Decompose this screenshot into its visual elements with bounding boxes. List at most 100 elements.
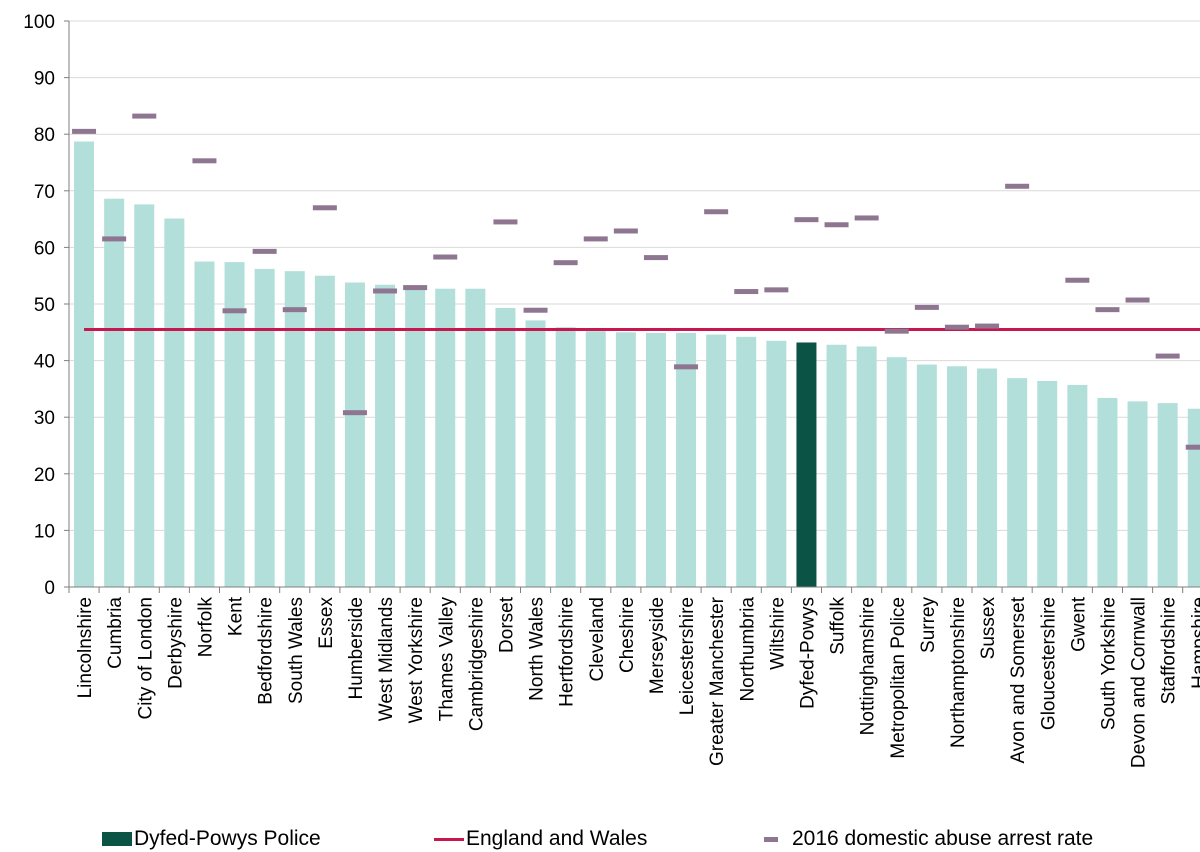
bar-nottinghamshire bbox=[856, 346, 877, 587]
x-tick-label-norfolk: Norfolk bbox=[195, 597, 216, 658]
bar-cumbria bbox=[104, 198, 125, 587]
marker-kent bbox=[222, 308, 247, 314]
marker-metropolitan-police bbox=[884, 328, 909, 334]
x-tick-label-metropolitan-police: Metropolitan Police bbox=[888, 597, 909, 759]
marker-norfolk bbox=[192, 158, 217, 164]
marker-south-wales bbox=[282, 307, 307, 313]
marker-nottinghamshire bbox=[854, 215, 879, 221]
bar-cambridgeshire bbox=[465, 288, 486, 587]
bar-leicestershire bbox=[676, 332, 697, 587]
x-tick-label-cambridgeshire: Cambridgeshire bbox=[466, 597, 487, 731]
bar-city-of-london bbox=[134, 204, 155, 587]
marker-cheshire bbox=[613, 228, 638, 234]
y-tick-label-90: 90 bbox=[34, 69, 55, 90]
bar-surrey bbox=[916, 364, 937, 587]
y-tick-labels: 0 10 20 30 40 50 60 70 80 90 100 bbox=[23, 12, 55, 599]
marker-west-yorkshire bbox=[403, 285, 428, 291]
bar-devon-and-cornwall bbox=[1127, 401, 1148, 587]
bar-avon-and-somerset bbox=[1007, 378, 1028, 587]
x-tick-label-nottinghamshire: Nottinghamshire bbox=[858, 597, 879, 735]
x-tick-label-humberside: Humberside bbox=[346, 597, 367, 699]
x-tick-label-dyfed-powys: Dyfed-Powys bbox=[797, 597, 818, 709]
marker-leicestershire bbox=[674, 364, 699, 370]
y-tick-label-70: 70 bbox=[34, 182, 55, 203]
marker-sussex bbox=[975, 323, 1000, 329]
bar-humberside bbox=[344, 282, 365, 587]
bar-essex bbox=[314, 275, 335, 587]
marker-merseyside bbox=[643, 255, 668, 261]
y-tick-label-20: 20 bbox=[34, 465, 55, 486]
x-tick-label-sussex: Sussex bbox=[978, 597, 999, 660]
y-tick-label-10: 10 bbox=[34, 521, 55, 542]
bar-thames-valley bbox=[435, 288, 456, 587]
marker-west-midlands bbox=[373, 288, 398, 294]
bar-hertfordshire bbox=[555, 327, 576, 587]
x-tick-label-surrey: Surrey bbox=[918, 597, 939, 653]
marker-devon-and-cornwall bbox=[1125, 297, 1150, 303]
bar-wiltshire bbox=[766, 340, 787, 587]
marker-avon-and-somerset bbox=[1005, 183, 1030, 189]
y-tick-label-60: 60 bbox=[34, 238, 55, 259]
markers bbox=[72, 113, 1200, 450]
y-tick-label-50: 50 bbox=[34, 295, 55, 316]
x-tick-label-north-wales: North Wales bbox=[527, 597, 548, 701]
y-tick-label-100: 100 bbox=[23, 12, 55, 33]
bar-south-wales bbox=[284, 271, 305, 587]
bar-west-yorkshire bbox=[405, 287, 426, 587]
marker-suffolk bbox=[824, 222, 849, 228]
y-tick-label-0: 0 bbox=[44, 578, 55, 599]
x-tick-label-hertfordshire: Hertfordshire bbox=[557, 597, 578, 707]
bar-south-yorkshire bbox=[1097, 397, 1118, 587]
bar-west-midlands bbox=[375, 284, 396, 587]
marker-staffordshire bbox=[1155, 353, 1180, 359]
bar-hampshire bbox=[1187, 408, 1200, 587]
bar-sussex bbox=[977, 368, 998, 587]
bar-staffordshire bbox=[1157, 403, 1178, 587]
bar-bedfordshire bbox=[254, 268, 275, 587]
x-tick-labels: Lincolnshire Cumbria City of London Derbysh… bbox=[75, 596, 1200, 768]
x-tick-label-cheshire: Cheshire bbox=[617, 597, 638, 673]
bar-kent bbox=[224, 262, 245, 587]
legend: Dyfed-Powys Police England and Wales 201… bbox=[0, 826, 1200, 852]
marker-hertfordshire bbox=[553, 260, 578, 266]
bar-gloucestershire bbox=[1037, 380, 1058, 587]
x-tick-label-hampshire: Hampshire bbox=[1189, 597, 1200, 689]
legend-label-highlight: Dyfed-Powys Police bbox=[134, 827, 321, 850]
y-tick-label-80: 80 bbox=[34, 125, 55, 146]
marker-city-of-london bbox=[132, 113, 157, 119]
marker-thames-valley bbox=[433, 254, 458, 260]
bar-suffolk bbox=[826, 344, 847, 587]
x-tick-label-dorset: Dorset bbox=[496, 596, 517, 653]
legend-item-england-and-wales: England and Wales bbox=[434, 827, 647, 851]
x-tick-label-south-wales: South Wales bbox=[286, 597, 307, 704]
x-tick-label-devon-and-cornwall: Devon and Cornwall bbox=[1129, 597, 1150, 768]
marker-bedfordshire bbox=[252, 248, 277, 254]
x-tick-label-derbyshire: Derbyshire bbox=[165, 597, 186, 689]
bar-cheshire bbox=[615, 332, 636, 587]
legend-item-arrest-rate: 2016 domestic abuse arrest rate bbox=[764, 827, 1093, 851]
x-tick-label-greater-manchester: Greater Manchester bbox=[707, 596, 728, 766]
bar-north-wales bbox=[525, 320, 546, 587]
axes bbox=[64, 20, 1200, 593]
marker-lincolnshire bbox=[72, 128, 97, 134]
x-tick-label-south-yorkshire: South Yorkshire bbox=[1098, 597, 1119, 730]
marker-wiltshire bbox=[764, 287, 789, 293]
legend-label-line: England and Wales bbox=[466, 827, 648, 850]
bar-lincolnshire bbox=[74, 141, 95, 588]
legend-swatch-bar bbox=[102, 832, 132, 846]
marker-south-yorkshire bbox=[1095, 307, 1120, 313]
bar-northumbria bbox=[736, 336, 757, 587]
x-tick-label-suffolk: Suffolk bbox=[828, 597, 849, 655]
x-tick-label-avon-and-somerset: Avon and Somerset bbox=[1008, 596, 1029, 763]
marker-dorset bbox=[493, 219, 518, 225]
x-tick-label-northumbria: Northumbria bbox=[737, 597, 758, 702]
x-tick-label-merseyside: Merseyside bbox=[647, 597, 668, 694]
bar-greater-manchester bbox=[706, 334, 727, 587]
x-tick-label-west-midlands: West Midlands bbox=[376, 597, 397, 721]
bars bbox=[74, 141, 1200, 588]
x-tick-label-bedfordshire: Bedfordshire bbox=[256, 597, 277, 705]
chart: 0 10 20 30 40 50 60 70 80 90 100 Lincolnshire Cumbr… bbox=[23, 12, 1200, 768]
x-tick-label-kent: Kent bbox=[226, 596, 247, 636]
bar-metropolitan-police bbox=[886, 357, 907, 587]
marker-gwent bbox=[1065, 277, 1090, 283]
